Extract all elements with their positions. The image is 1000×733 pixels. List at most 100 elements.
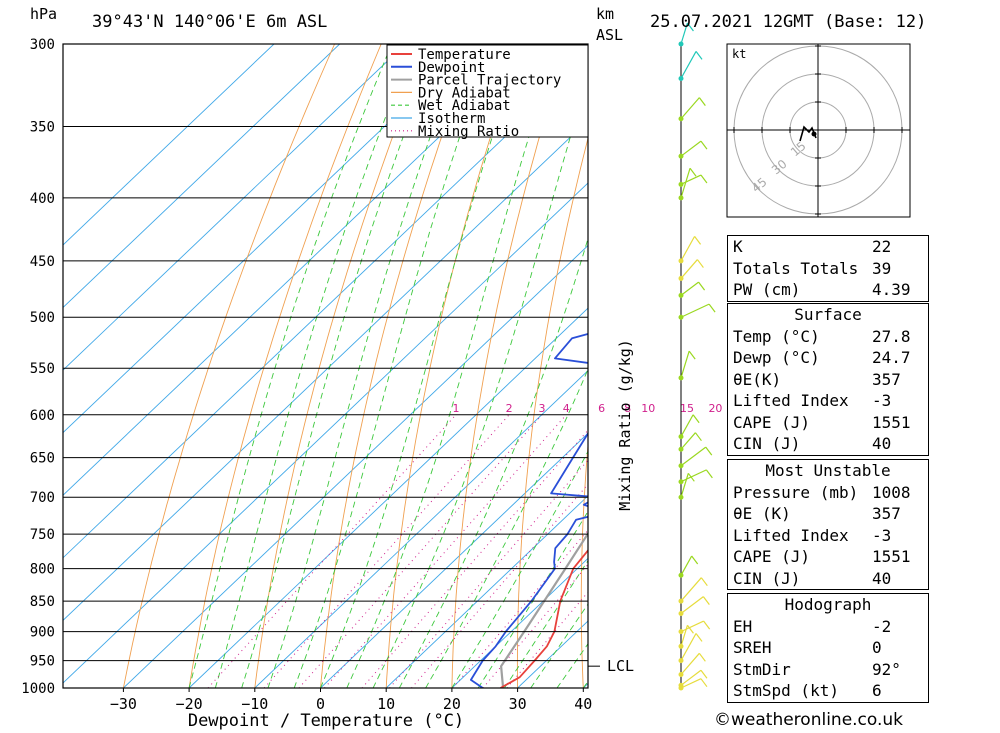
legend-label: Mixing Ratio xyxy=(418,124,519,140)
legend-label: Isotherm xyxy=(418,111,485,127)
isotherm-line xyxy=(63,44,538,496)
wind-barb-dot xyxy=(678,76,684,82)
most-unstable-panel: Most Unstable Pressure (mb) 1008 θE (K) 35… xyxy=(727,459,929,590)
mixing-ratio-axis-title: Mixing Ratio (g/kg) xyxy=(616,339,634,511)
isotherm-line xyxy=(451,557,588,688)
wind-barb xyxy=(680,303,710,318)
wind-barb-flag xyxy=(695,51,703,60)
wind-barb-flag xyxy=(700,669,708,679)
wet-adiabat-line xyxy=(530,603,588,688)
dewpoint-line xyxy=(469,332,588,688)
wind-barb xyxy=(680,669,702,686)
asl-label: ASL xyxy=(596,26,624,44)
index-row-k: K 22 xyxy=(733,237,892,256)
surface-title: Surface xyxy=(728,303,928,326)
wind-barb-dot xyxy=(678,375,684,381)
mixing-ratio-label: 20 xyxy=(708,402,722,415)
isotherm-line xyxy=(320,432,588,688)
wet-adiabat-line xyxy=(267,44,465,688)
pressure-tick-label: 1000 xyxy=(21,681,55,697)
temperature-line xyxy=(500,549,588,688)
wind-barb xyxy=(680,174,702,185)
wind-barb-dot xyxy=(678,658,684,664)
legend-label: Dry Adiabat xyxy=(418,85,511,101)
wind-barb xyxy=(680,625,689,647)
wind-barb-flag xyxy=(698,97,706,106)
wind-barb-flag xyxy=(698,652,706,662)
wind-barb-dot xyxy=(678,682,684,688)
pressure-tick-label: 350 xyxy=(30,119,55,135)
legend-box xyxy=(386,44,589,138)
legend-label: Wet Adiabat xyxy=(418,98,511,114)
wet-adiabat-line xyxy=(346,44,559,688)
mixing-ratio-line xyxy=(389,459,588,688)
wind-barb xyxy=(680,446,707,467)
wind-barb-flag xyxy=(689,167,697,177)
dry-adiabat-line xyxy=(516,136,588,688)
hodograph-row: EH -2 xyxy=(733,616,892,636)
wet-adiabat-line xyxy=(241,44,439,688)
credit-text[interactable]: ©weatheronline.co.uk xyxy=(714,710,904,730)
isotherm-line xyxy=(63,44,275,246)
wind-barb-dot xyxy=(678,572,684,578)
x-tick-label: 20 xyxy=(443,695,461,713)
pressure-tick-label: 750 xyxy=(30,527,55,543)
mixing-ratio-line xyxy=(361,429,588,688)
mixing-ratio-label: 4 xyxy=(563,402,570,415)
surface-panel: Surface Temp (°C) 27.8 Dewp (°C) 24.7 θE(K… xyxy=(727,303,929,456)
pressure-tick-label: 450 xyxy=(30,254,55,270)
mixing-ratio-label: 6 xyxy=(598,402,605,415)
mixing-ratio-line xyxy=(411,483,588,688)
index-row-pw: PW (cm) 4.39 xyxy=(733,280,911,299)
most-unstable-title: Most Unstable xyxy=(728,459,928,482)
wind-barb xyxy=(680,22,689,45)
isotherm-line xyxy=(123,244,588,688)
wind-barb xyxy=(680,473,689,498)
mixing-ratio-label: 10 xyxy=(641,402,655,415)
wind-barb-flag xyxy=(698,281,706,291)
legend-label: Temperature xyxy=(418,47,511,63)
wind-barb xyxy=(680,633,697,661)
dry-adiabat-line xyxy=(122,44,336,688)
most-unstable-row: θE (K) 357 xyxy=(733,504,901,523)
mixing-ratio-label: 2 xyxy=(506,402,513,415)
isotherm-line xyxy=(63,57,588,559)
mixing-ratio-line xyxy=(263,414,510,688)
wind-barb xyxy=(680,350,690,379)
most-unstable-row: CIN (J) 40 xyxy=(733,568,892,588)
most-unstable-row: Lifted Index -3 xyxy=(733,525,892,545)
wind-barb-flag xyxy=(700,174,708,184)
x-tick-label: 10 xyxy=(377,695,395,713)
wind-barb-flag xyxy=(691,555,699,565)
wind-barb xyxy=(680,469,707,483)
pressure-tick-label: 700 xyxy=(30,490,55,506)
hodograph-params-title: Hodograph xyxy=(728,593,928,616)
wind-barb-dot xyxy=(678,41,684,47)
wind-barb-flag xyxy=(705,446,713,456)
index-row-totals: Totals Totals 39 xyxy=(733,258,892,278)
x-tick-label: −20 xyxy=(176,695,203,713)
x-tick-label: −10 xyxy=(241,695,268,713)
wind-barb-dot xyxy=(678,153,684,159)
x-tick-label: 0 xyxy=(316,695,325,713)
wet-adiabat-line xyxy=(425,368,588,688)
km-label: km xyxy=(596,5,615,23)
wet-adiabat-line xyxy=(293,44,493,688)
wind-barb xyxy=(680,652,700,675)
surface-row: CIN (J) 40 xyxy=(733,434,892,453)
wind-barb-dot xyxy=(678,181,684,187)
pressure-tick-label: 800 xyxy=(30,562,55,578)
legend-label: Dewpoint xyxy=(418,60,485,76)
wind-barb xyxy=(680,414,694,437)
wind-barb-dot xyxy=(678,598,684,604)
wind-barb-dot xyxy=(678,494,684,500)
wind-barb-dot xyxy=(678,195,684,201)
surface-row: CAPE (J) 1551 xyxy=(733,412,911,432)
surface-row: θE(K) 357 xyxy=(733,369,901,389)
wet-adiabat-line xyxy=(398,237,588,688)
wind-barb-flag xyxy=(695,633,703,642)
pressure-tick-label: 550 xyxy=(30,361,55,377)
isotherm-line xyxy=(63,44,472,434)
pressure-tick-label: 850 xyxy=(30,594,55,610)
